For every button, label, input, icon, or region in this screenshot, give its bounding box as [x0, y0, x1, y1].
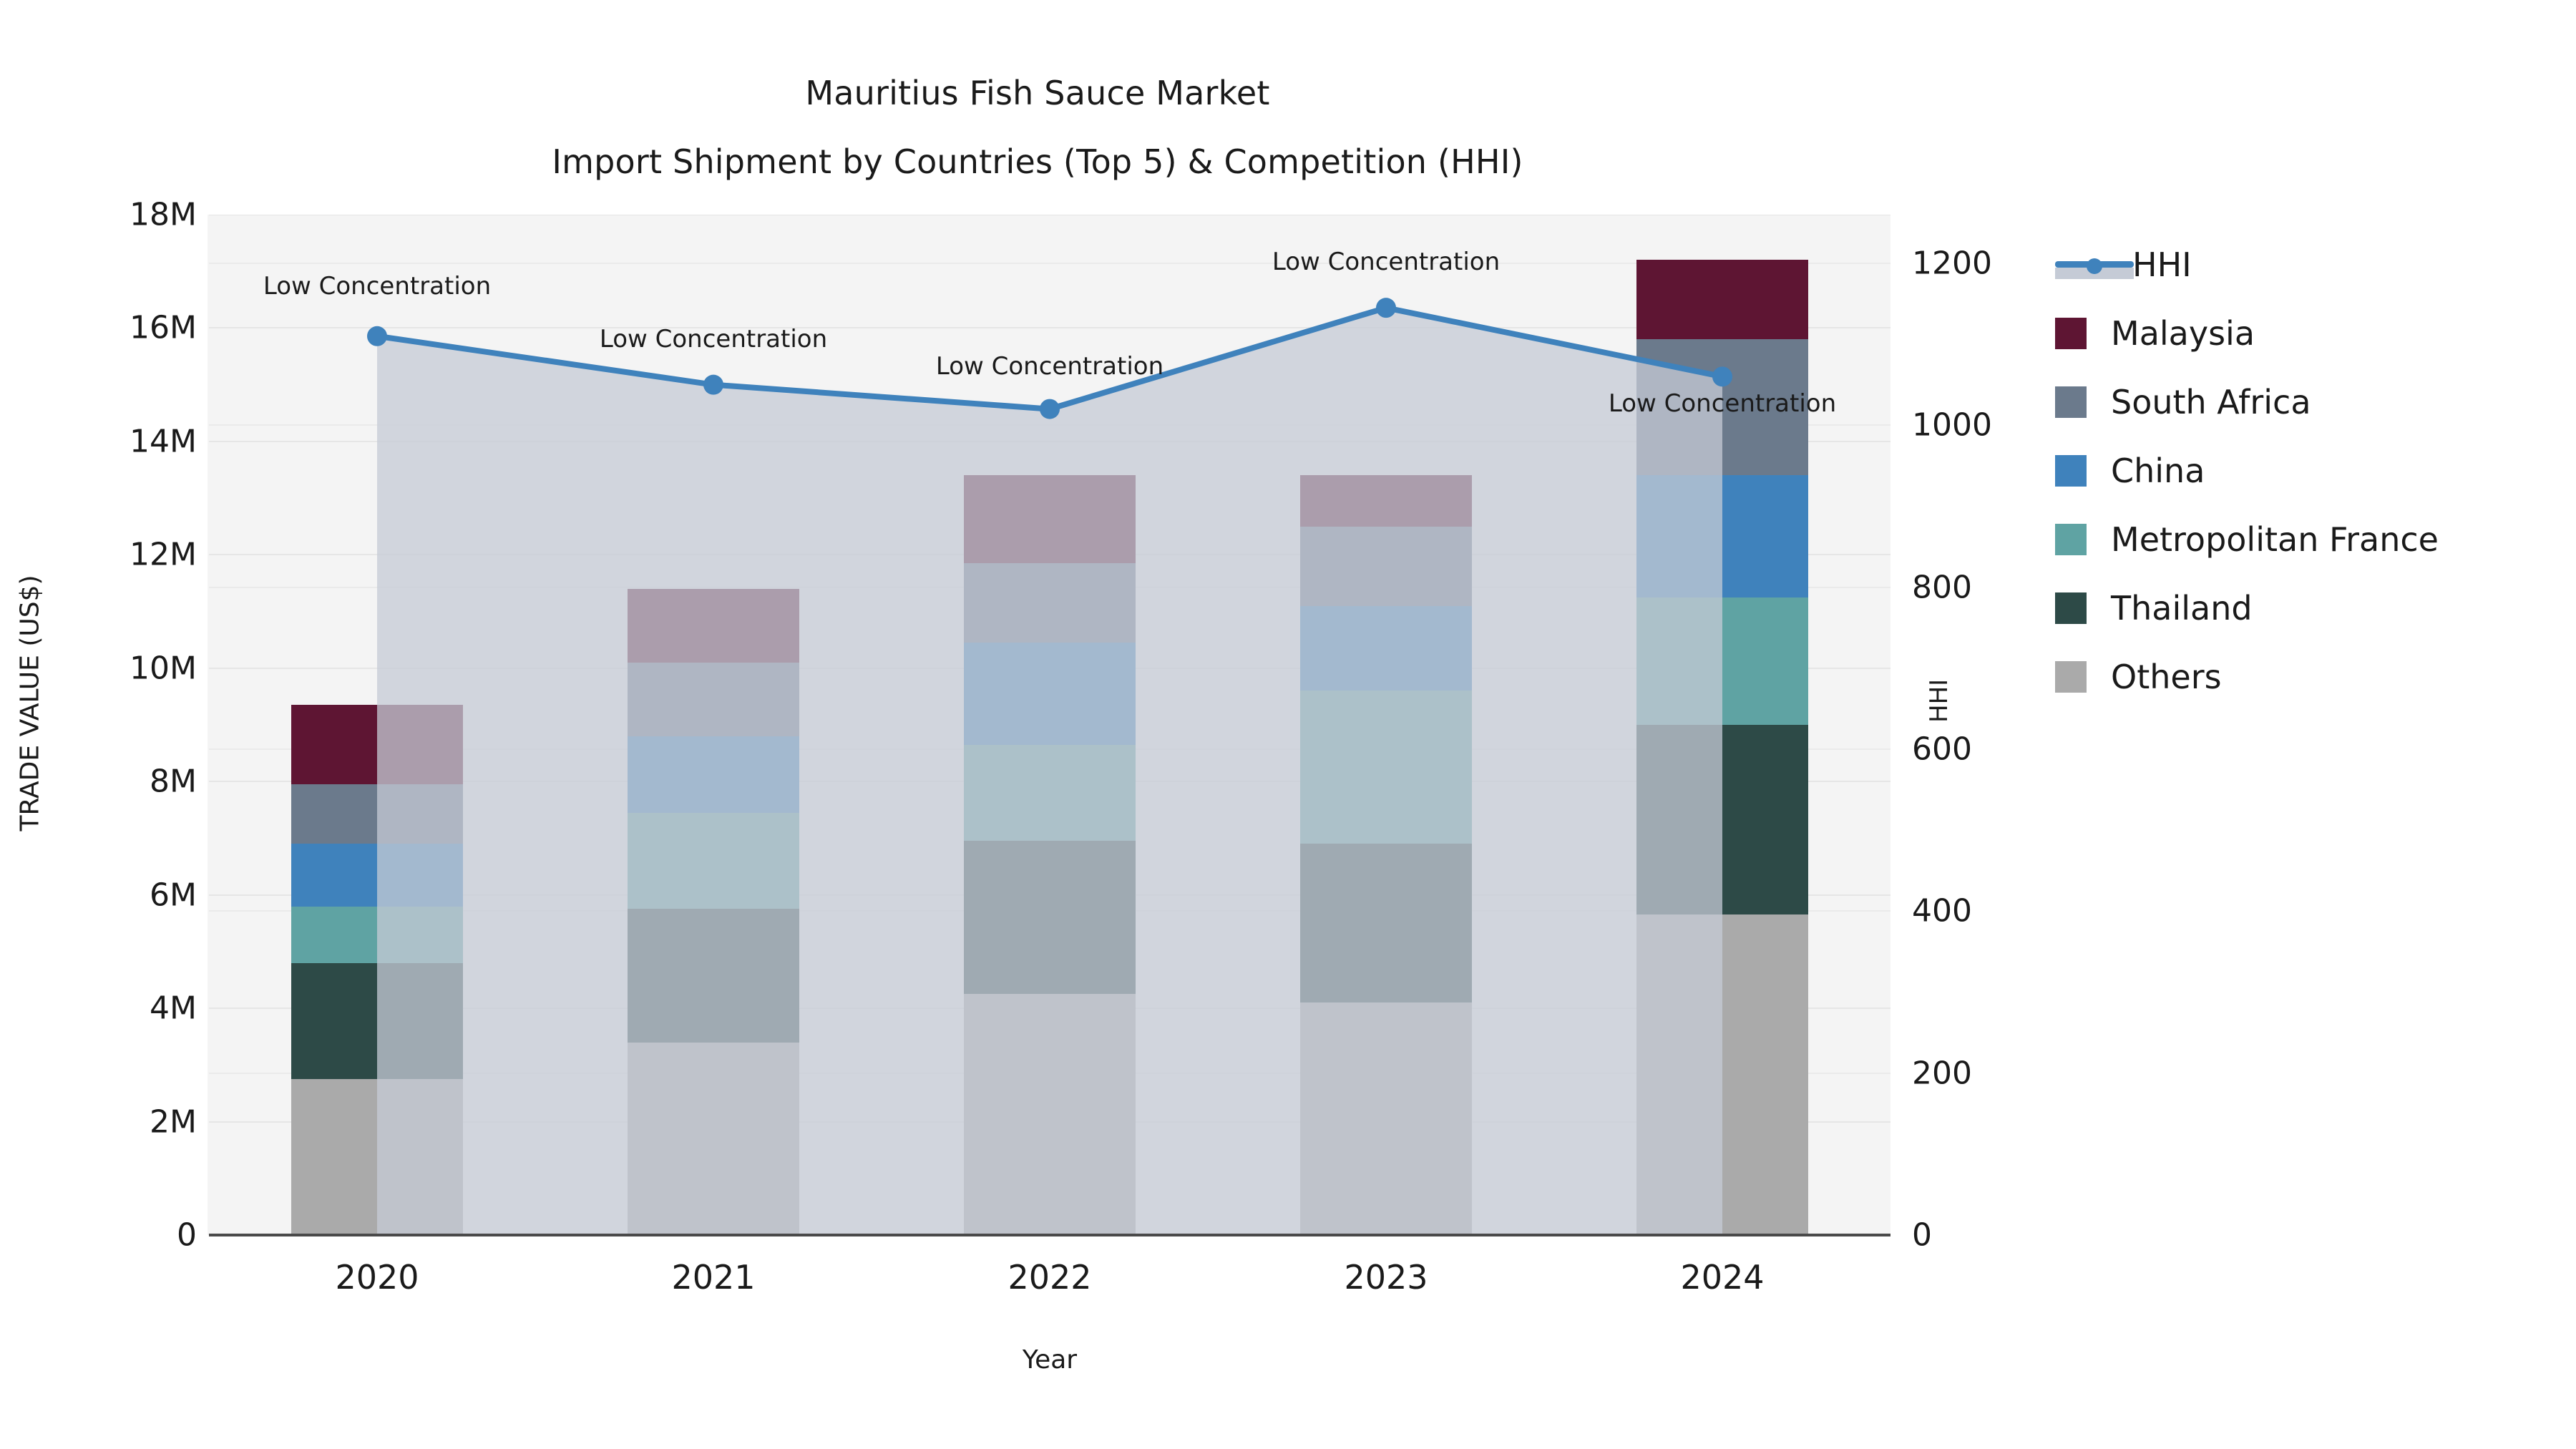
y-right-tick-1000: 1000: [1912, 406, 1992, 444]
bar-segment-others[interactable]: [291, 1079, 463, 1235]
bar-segment-malaysia[interactable]: [1636, 260, 1808, 340]
legend-color-swatch-icon: [2055, 318, 2087, 349]
chart-title: Mauritius Fish Sauce Market Import Shipm…: [0, 59, 2075, 196]
y-left-tick-4M: 4M: [150, 990, 197, 1027]
bar-stack-2023[interactable]: [1300, 215, 1472, 1235]
chart-legend: HHI Malaysia South Africa China Metropolitan…: [2055, 230, 2556, 711]
legend-label: HHI: [2132, 245, 2192, 284]
legend-label: Others: [2111, 658, 2222, 696]
x-tick-2021: 2021: [671, 1258, 756, 1297]
legend-color-swatch-icon: [2055, 661, 2087, 693]
x-tick-2020: 2020: [335, 1258, 419, 1297]
x-tick-2022: 2022: [1008, 1258, 1092, 1297]
legend-item-hhi[interactable]: HHI: [2055, 230, 2556, 299]
y-left-tick-8M: 8M: [150, 763, 197, 800]
y-left-tick-14M: 14M: [130, 423, 197, 460]
bar-segment-south-africa[interactable]: [291, 784, 463, 844]
legend-color-swatch-icon: [2055, 386, 2087, 418]
bar-segment-malaysia[interactable]: [1300, 475, 1472, 527]
bar-segment-thailand[interactable]: [628, 909, 799, 1043]
bar-segment-thailand[interactable]: [964, 841, 1136, 995]
bar-segment-metropolitan-france[interactable]: [1636, 597, 1808, 725]
bar-segment-malaysia[interactable]: [628, 588, 799, 663]
bar-segment-south-africa[interactable]: [1300, 526, 1472, 606]
bar-segment-metropolitan-france[interactable]: [964, 744, 1136, 841]
bar-segment-metropolitan-france[interactable]: [291, 906, 463, 963]
chart-title-line-1: Mauritius Fish Sauce Market: [805, 74, 1270, 112]
bar-segment-china[interactable]: [964, 643, 1136, 745]
plot-inner: Low Concentration Low Concentration Low Co…: [209, 215, 1890, 1235]
y-axis-left-title: TRADE VALUE (US$): [15, 575, 45, 831]
hhi-annotation-2023: Low Concentration: [1272, 248, 1501, 277]
x-axis-ticks: 2020 2021 2022 2023 2024: [209, 1258, 1890, 1308]
x-axis-spine: [209, 1234, 1890, 1236]
legend-label: Thailand: [2111, 589, 2253, 628]
legend-label: China: [2111, 452, 2205, 490]
y-left-tick-12M: 12M: [130, 536, 197, 573]
y-right-tick-600: 600: [1912, 731, 1972, 768]
legend-label: Metropolitan France: [2111, 520, 2439, 559]
legend-color-swatch-icon: [2055, 524, 2087, 555]
y-right-tick-800: 800: [1912, 569, 1972, 606]
y-left-tick-10M: 10M: [130, 650, 197, 687]
bar-segment-others[interactable]: [628, 1042, 799, 1235]
y-right-tick-1200: 1200: [1912, 245, 1992, 282]
bar-segment-thailand[interactable]: [1300, 844, 1472, 1003]
bar-segment-china[interactable]: [1636, 475, 1808, 597]
bar-segment-others[interactable]: [1300, 1002, 1472, 1235]
y-left-tick-16M: 16M: [130, 309, 197, 346]
x-tick-2024: 2024: [1680, 1258, 1765, 1297]
bar-segment-thailand[interactable]: [291, 962, 463, 1080]
y-right-tick-200: 200: [1912, 1055, 1972, 1092]
bar-stack-2024[interactable]: [1636, 215, 1808, 1235]
y-left-tick-18M: 18M: [130, 196, 197, 233]
legend-line-swatch-icon: [2055, 249, 2134, 280]
legend-color-swatch-icon: [2055, 455, 2087, 487]
hhi-annotation-2024: Low Concentration: [1608, 389, 1837, 419]
legend-item-south-africa[interactable]: South Africa: [2055, 368, 2556, 436]
y-axis-right-title: HHI: [1925, 678, 1953, 723]
x-axis-title: Year: [1022, 1345, 1078, 1375]
legend-item-others[interactable]: Others: [2055, 643, 2556, 711]
y-right-tick-0: 0: [1912, 1216, 1932, 1254]
legend-item-metropolitan-france[interactable]: Metropolitan France: [2055, 505, 2556, 574]
y-left-tick-2M: 2M: [150, 1103, 197, 1141]
legend-label: Malaysia: [2111, 314, 2255, 353]
bar-segment-china[interactable]: [291, 844, 463, 907]
bar-segment-china[interactable]: [1300, 605, 1472, 691]
plot-area: Low Concentration Low Concentration Low Co…: [209, 215, 1890, 1235]
bar-stack-2021[interactable]: [628, 215, 799, 1235]
bar-segment-south-africa[interactable]: [628, 662, 799, 736]
legend-item-thailand[interactable]: Thailand: [2055, 574, 2556, 643]
bar-segment-metropolitan-france[interactable]: [1300, 691, 1472, 844]
hhi-annotation-2020: Low Concentration: [263, 271, 492, 301]
y-left-tick-6M: 6M: [150, 877, 197, 914]
legend-label: South Africa: [2111, 383, 2311, 421]
bar-segment-malaysia[interactable]: [291, 705, 463, 785]
legend-item-malaysia[interactable]: Malaysia: [2055, 299, 2556, 368]
hhi-annotation-2021: Low Concentration: [599, 324, 828, 353]
legend-color-swatch-icon: [2055, 592, 2087, 624]
bar-segment-others[interactable]: [964, 994, 1136, 1235]
bar-segment-china[interactable]: [628, 736, 799, 813]
bar-segment-south-africa[interactable]: [964, 563, 1136, 643]
x-tick-2023: 2023: [1344, 1258, 1428, 1297]
bar-segment-malaysia[interactable]: [964, 475, 1136, 564]
bar-segment-metropolitan-france[interactable]: [628, 812, 799, 909]
chart-title-line-2: Import Shipment by Countries (Top 5) & C…: [552, 142, 1523, 181]
legend-item-china[interactable]: China: [2055, 436, 2556, 505]
bar-segment-others[interactable]: [1636, 914, 1808, 1235]
y-right-tick-400: 400: [1912, 892, 1972, 930]
y-left-tick-0: 0: [177, 1216, 197, 1254]
hhi-annotation-2022: Low Concentration: [935, 351, 1164, 381]
bar-stack-2020[interactable]: [291, 215, 463, 1235]
bar-segment-thailand[interactable]: [1636, 725, 1808, 915]
gridline-right: [209, 262, 1890, 264]
